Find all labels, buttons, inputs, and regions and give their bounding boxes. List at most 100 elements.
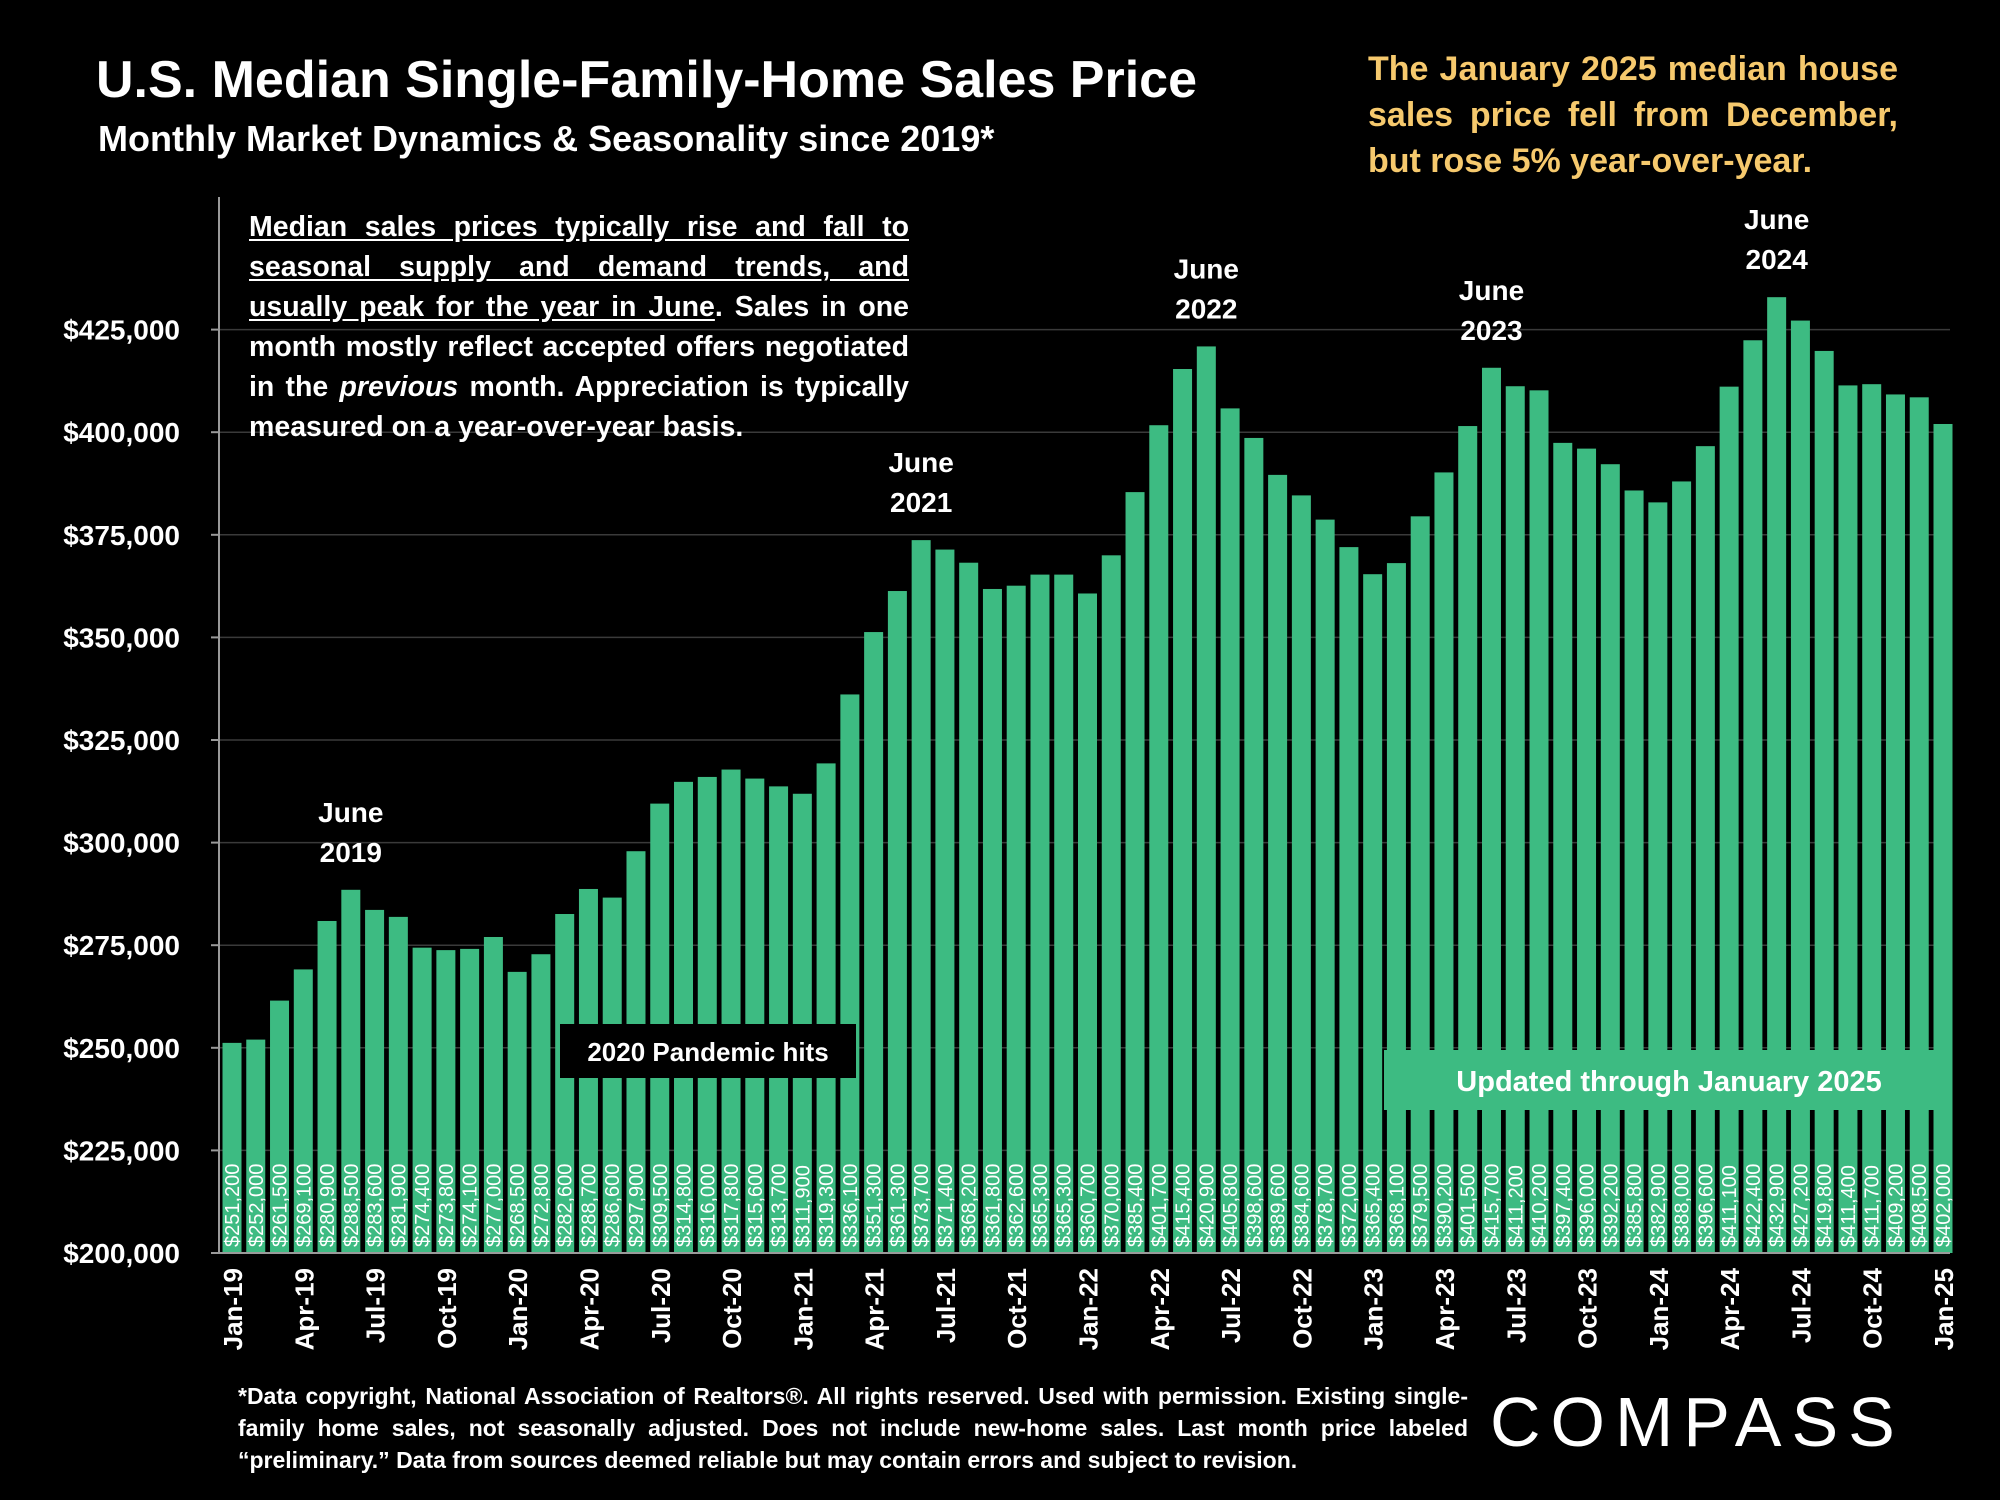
bar-value-labels: $251,200 $252,000 $261,500 $269,100 $280,900… bbox=[222, 1164, 1955, 1247]
bar-value-label: $319,300 bbox=[816, 1164, 838, 1247]
bar bbox=[1600, 464, 1620, 1254]
bar-value-label: $379,500 bbox=[1410, 1164, 1432, 1247]
y-tick-label: $375,000 bbox=[63, 520, 180, 551]
bar bbox=[270, 1000, 290, 1253]
x-tick-label: Apr-23 bbox=[1430, 1268, 1460, 1350]
bar-value-label: $397,400 bbox=[1553, 1164, 1575, 1247]
peak-annotation: June bbox=[1174, 253, 1239, 284]
bar bbox=[1173, 368, 1193, 1253]
peak-annotation: 2019 bbox=[320, 837, 382, 868]
bar-value-label: $251,200 bbox=[222, 1164, 244, 1247]
bar bbox=[1315, 519, 1335, 1253]
x-tick-label: Jan-20 bbox=[503, 1268, 533, 1350]
bar-value-label: $389,600 bbox=[1268, 1164, 1290, 1247]
bar bbox=[1838, 385, 1858, 1253]
x-tick-label: Jul-21 bbox=[931, 1268, 961, 1343]
bar bbox=[1505, 386, 1525, 1253]
bar bbox=[436, 950, 456, 1253]
bar-value-label: $274,100 bbox=[460, 1164, 482, 1247]
bar-value-label: $372,000 bbox=[1339, 1164, 1361, 1247]
bar bbox=[412, 947, 432, 1253]
y-tick-label: $300,000 bbox=[63, 828, 180, 859]
bar-value-label: $269,100 bbox=[293, 1164, 315, 1247]
bar bbox=[745, 778, 765, 1253]
bar bbox=[1790, 320, 1810, 1254]
x-tick-label: Oct-20 bbox=[717, 1268, 747, 1349]
bar bbox=[1814, 350, 1834, 1253]
bar-value-label: $288,500 bbox=[341, 1164, 363, 1247]
bar-value-label: $309,500 bbox=[650, 1164, 672, 1247]
bar bbox=[555, 914, 575, 1253]
bar-value-label: $268,500 bbox=[507, 1164, 529, 1247]
bar bbox=[1885, 394, 1905, 1253]
bar-value-label: $315,600 bbox=[745, 1164, 767, 1247]
y-tick-label: $325,000 bbox=[63, 725, 180, 756]
bar-value-label: $370,000 bbox=[1101, 1164, 1123, 1247]
bar-value-label: $317,800 bbox=[721, 1164, 743, 1247]
bar bbox=[1149, 425, 1169, 1253]
bar-value-label: $420,900 bbox=[1196, 1164, 1218, 1247]
bar-value-label: $371,400 bbox=[935, 1164, 957, 1247]
bar-value-label: $411,400 bbox=[1838, 1165, 1860, 1247]
updated-box bbox=[1384, 1050, 1950, 1110]
bar-value-label: $392,200 bbox=[1600, 1164, 1622, 1247]
bar-value-label: $368,200 bbox=[959, 1164, 981, 1247]
bar bbox=[388, 916, 408, 1253]
bar bbox=[222, 1042, 242, 1253]
chart-subtitle: Monthly Market Dynamics & Seasonality si… bbox=[98, 118, 995, 159]
bar bbox=[1719, 386, 1739, 1253]
y-tick-label: $350,000 bbox=[63, 622, 180, 653]
bar bbox=[1672, 481, 1692, 1253]
note-part2: month. Appreciation is typically measure… bbox=[249, 371, 909, 443]
peak-annotations: June 2019 June 2021 June 2022 June 2023 June 2024 bbox=[318, 204, 1809, 868]
y-tick-label: $200,000 bbox=[63, 1238, 180, 1269]
bar-value-label: $272,800 bbox=[531, 1164, 553, 1247]
bar bbox=[1481, 367, 1501, 1253]
x-tick-label: Oct-22 bbox=[1287, 1268, 1317, 1349]
bar-value-label: $314,800 bbox=[674, 1164, 696, 1247]
x-tick-label: Jan-21 bbox=[788, 1268, 818, 1350]
bar bbox=[1862, 384, 1882, 1253]
bar-value-label: $252,000 bbox=[246, 1164, 268, 1247]
bar bbox=[246, 1039, 266, 1253]
bar bbox=[1054, 574, 1074, 1253]
bar bbox=[1078, 593, 1097, 1253]
bar bbox=[769, 786, 789, 1253]
bar bbox=[1695, 446, 1715, 1254]
bar-value-label: $351,300 bbox=[864, 1164, 886, 1247]
x-tick-label: Jul-24 bbox=[1786, 1267, 1816, 1343]
bar bbox=[959, 562, 979, 1253]
bar bbox=[341, 889, 361, 1253]
updated-label: Updated through January 2025 bbox=[1456, 1066, 1881, 1098]
bar-value-label: $385,400 bbox=[1125, 1164, 1147, 1247]
x-tick-label: Jan-24 bbox=[1644, 1267, 1674, 1350]
bars bbox=[222, 297, 1953, 1254]
bar-value-label: $286,600 bbox=[602, 1164, 624, 1247]
bar bbox=[792, 793, 812, 1253]
bar bbox=[1458, 426, 1478, 1253]
x-tick-label: Apr-20 bbox=[574, 1268, 604, 1350]
x-tick-label: Jan-22 bbox=[1074, 1268, 1104, 1350]
bar-value-label: $390,200 bbox=[1434, 1164, 1456, 1247]
bar bbox=[911, 540, 931, 1253]
x-tick-label: Jul-19 bbox=[361, 1268, 391, 1343]
bar-value-label: $261,500 bbox=[270, 1164, 292, 1247]
bar-value-label: $365,400 bbox=[1363, 1164, 1385, 1247]
x-tick-label: Apr-19 bbox=[289, 1268, 319, 1350]
x-tick-label: Jan-25 bbox=[1929, 1268, 1959, 1350]
bar-value-label: $362,600 bbox=[1006, 1164, 1028, 1247]
peak-annotation: June bbox=[888, 447, 953, 478]
bar bbox=[460, 948, 480, 1253]
bar bbox=[1909, 397, 1929, 1253]
bar bbox=[864, 632, 884, 1253]
bar-value-label: $313,700 bbox=[769, 1164, 791, 1247]
bar bbox=[365, 909, 385, 1253]
y-axis: $200,000 $225,000 $250,000 $275,000 $300,000… bbox=[63, 197, 220, 1269]
bar bbox=[1363, 574, 1383, 1253]
peak-annotation: 2022 bbox=[1175, 293, 1237, 324]
bar bbox=[531, 954, 551, 1253]
bar-value-label: $432,900 bbox=[1767, 1164, 1789, 1247]
x-tick-label: Apr-24 bbox=[1715, 1267, 1745, 1350]
bar-value-label: $281,900 bbox=[388, 1164, 410, 1247]
x-axis: Jan-19 Apr-19 Jul-19 Oct-19 Jan-20 Apr-20 Jul-… bbox=[218, 1252, 1959, 1350]
